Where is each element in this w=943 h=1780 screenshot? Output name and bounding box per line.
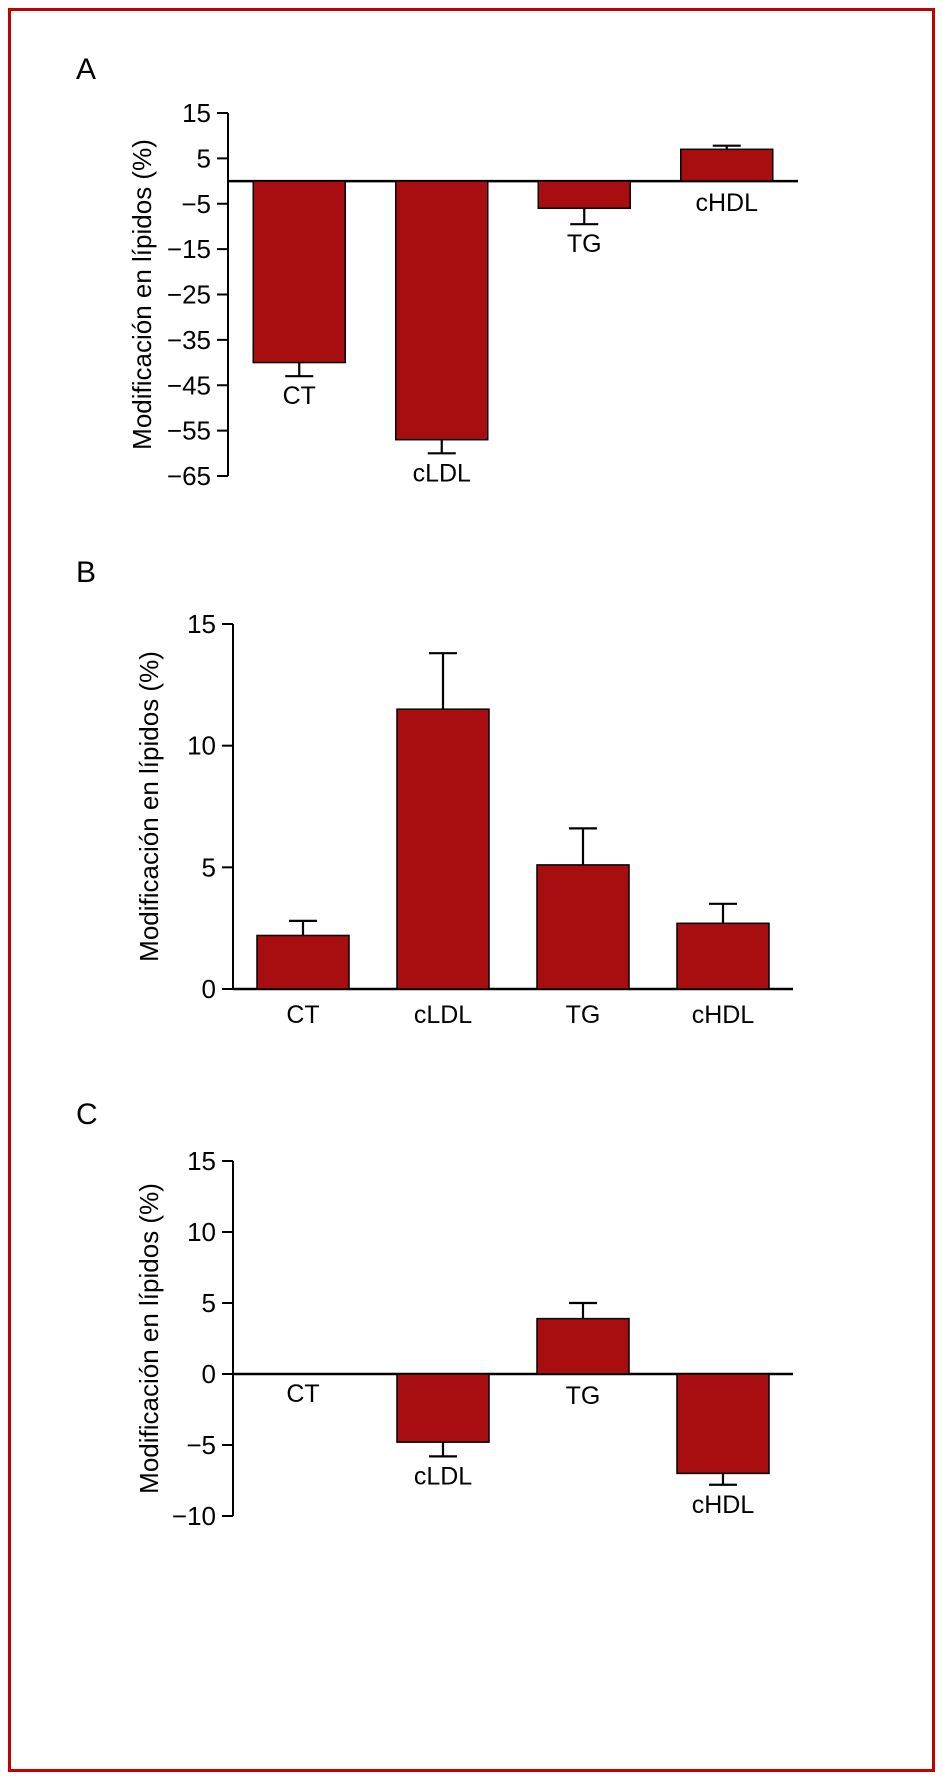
svg-text:5: 5 — [197, 143, 211, 173]
svg-text:−10: −10 — [172, 1501, 216, 1531]
svg-text:−45: −45 — [167, 370, 211, 400]
svg-text:−5: −5 — [181, 189, 211, 219]
svg-text:CT: CT — [283, 382, 316, 410]
svg-text:−35: −35 — [167, 325, 211, 355]
svg-text:TG: TG — [566, 1382, 601, 1410]
svg-text:cHDL: cHDL — [695, 189, 758, 217]
panel-b-letter: B — [76, 556, 97, 589]
svg-text:5: 5 — [202, 852, 216, 882]
svg-text:Modificación en lípidos (%): Modificación en lípidos (%) — [134, 651, 164, 962]
svg-text:10: 10 — [187, 1217, 216, 1247]
bar-chart-c: Modificación en lípidos (%) 15 10 5 0 −5 −10 CT… — [134, 1146, 793, 1531]
svg-text:TG: TG — [567, 230, 602, 258]
svg-text:0: 0 — [202, 974, 216, 1004]
svg-text:cLDL: cLDL — [414, 1001, 472, 1029]
svg-text:5: 5 — [202, 1288, 216, 1318]
svg-text:10: 10 — [187, 731, 216, 761]
svg-text:15: 15 — [187, 609, 216, 639]
svg-text:CT: CT — [286, 1380, 319, 1408]
svg-text:−25: −25 — [167, 280, 211, 310]
svg-text:TG: TG — [566, 1001, 601, 1029]
svg-text:15: 15 — [182, 98, 211, 128]
svg-text:cHDL: cHDL — [692, 1001, 755, 1029]
svg-text:−5: −5 — [186, 1430, 216, 1460]
panel-a-letter: A — [76, 53, 97, 86]
svg-text:cLDL: cLDL — [414, 1462, 472, 1490]
svg-text:−65: −65 — [167, 461, 211, 491]
svg-text:Modificación en lípidos (%): Modificación en lípidos (%) — [134, 1183, 164, 1494]
svg-text:15: 15 — [187, 1146, 216, 1176]
bar-chart-a: Modificación en lípidos (%) 15 5 −5 −15 −25 −3… — [127, 98, 798, 491]
svg-text:cLDL: cLDL — [413, 459, 471, 487]
svg-text:0: 0 — [202, 1359, 216, 1389]
svg-text:CT: CT — [286, 1001, 319, 1029]
svg-text:Modificación en lípidos (%): Modificación en lípidos (%) — [127, 139, 157, 450]
bar-chart-b: Modificación en lípidos (%) 15 10 5 0 CT cLDL T… — [134, 609, 793, 1029]
svg-text:cHDL: cHDL — [692, 1491, 755, 1519]
panel-c-letter: C — [76, 1098, 98, 1131]
svg-text:−15: −15 — [167, 234, 211, 264]
figure-frame: A Modificación en lípidos (%) 15 5 −5 −15 −25… — [8, 8, 935, 1772]
svg-text:−55: −55 — [167, 416, 211, 446]
